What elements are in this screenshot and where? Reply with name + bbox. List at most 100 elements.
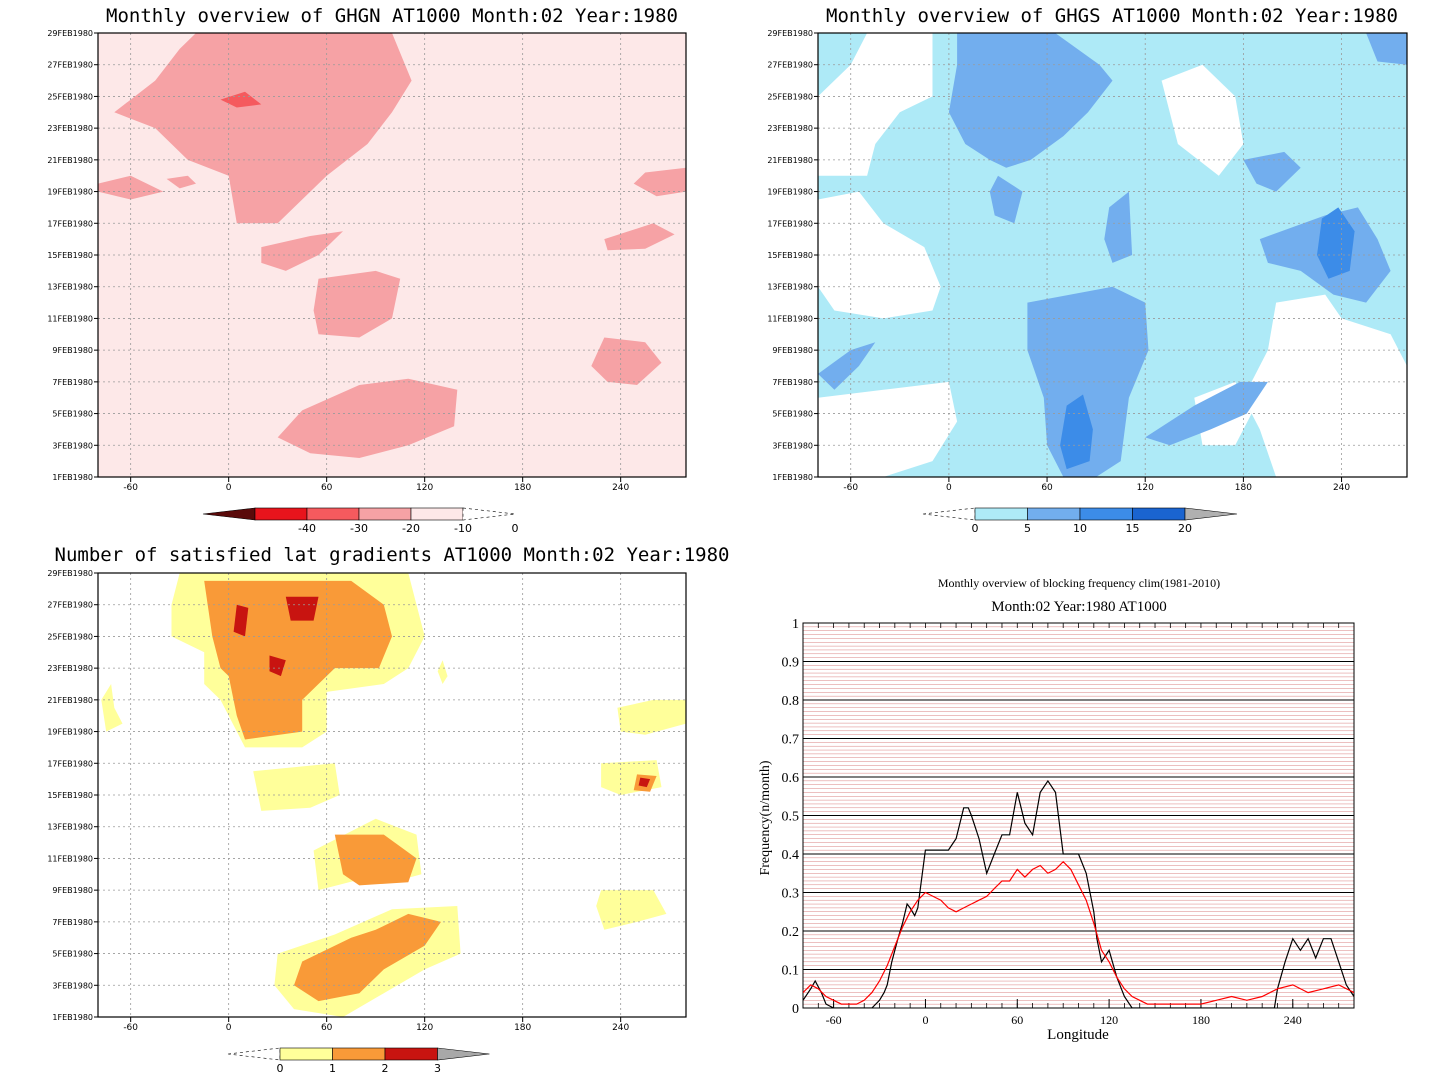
- blocking-ytick-label-9: 0.9: [782, 656, 800, 671]
- lat-gradients-region-14: [285, 596, 319, 621]
- lat-gradients-chart-title: Number of satisfied lat gradients AT1000…: [55, 544, 730, 566]
- ghgn-ytick-label-13: 27FEB1980: [47, 61, 93, 70]
- lat-gradients-colorbar-low-cap: [227, 1047, 281, 1061]
- lat-gradients-ytick-label-10: 21FEB1980: [47, 696, 93, 705]
- blocking-xtick-label-2: 60: [1011, 1013, 1023, 1027]
- ghgn-ytick-label-3: 7FEB1980: [52, 378, 93, 387]
- lat-gradients-colorbar-seg-2: [384, 1047, 438, 1061]
- lat-gradients-region-10: [334, 834, 417, 886]
- blocking-xtick-label-5: 240: [1284, 1013, 1302, 1027]
- ghgs-colorbar-label-4: 20: [1178, 522, 1192, 535]
- lat-gradients-xtick-label-3: 120: [416, 1023, 433, 1033]
- lat-gradients-colorbar-seg-1: [332, 1047, 386, 1061]
- blocking-xtick-label-0: -60: [826, 1013, 842, 1027]
- lat-gradients-region-4: [101, 684, 123, 732]
- lat-gradients-colorbar-high-cap: [437, 1047, 490, 1061]
- ghgn-ytick-label-9: 19FEB1980: [47, 188, 93, 197]
- lat-gradients-region-16: [638, 777, 651, 788]
- ghgs-xtick-label-1: 0: [946, 483, 952, 493]
- ghgn-xtick-label-1: 0: [226, 483, 232, 493]
- ghgn-region-7: [591, 337, 662, 385]
- ghgs-ytick-label-10: 21FEB1980: [767, 156, 813, 165]
- ghgs-xtick-label-3: 120: [1137, 483, 1154, 493]
- lat-gradients-contour-regions: [101, 573, 686, 1017]
- ghgn-ytick-label-2: 5FEB1980: [52, 410, 93, 419]
- lat-gradients-region-1: [253, 763, 340, 811]
- lat-gradients-region-5: [617, 699, 686, 735]
- blocking-series-line-0: [803, 779, 1354, 1008]
- ghgs-ytick-label-1: 3FEB1980: [772, 441, 813, 450]
- lat-gradients-ytick-label-5: 11FEB1980: [47, 854, 93, 863]
- blocking-chart-subtitle: Month:02 Year:1980 AT1000: [991, 599, 1166, 615]
- lat-gradients-ytick-label-6: 13FEB1980: [47, 823, 93, 832]
- lat-gradients-colorbar-label-0: 0: [277, 1062, 284, 1075]
- lat-gradients-ytick-label-2: 5FEB1980: [52, 950, 93, 959]
- blocking-ytick-label-7: 0.7: [782, 733, 800, 748]
- ghgn-ytick-label-1: 3FEB1980: [52, 441, 93, 450]
- blocking-series-line-1: [803, 860, 1354, 1005]
- ghgn-ytick-label-4: 9FEB1980: [52, 346, 93, 355]
- blocking-y-axis-label: Frequency(n/month): [758, 760, 773, 875]
- lat-gradients-ytick-label-8: 17FEB1980: [47, 759, 93, 768]
- ghgn-colorbar-label-2: -20: [402, 522, 420, 535]
- ghgs-contour-regions: [818, 33, 1407, 477]
- lat-gradients-colorbar-seg-0: [279, 1047, 333, 1061]
- blocking-xtick-label-4: 180: [1192, 1013, 1210, 1027]
- lat-gradients-region-11: [294, 913, 441, 1002]
- ghgs-chart-title: Monthly overview of GHGS AT1000 Month:02…: [826, 5, 1398, 27]
- ghgs-ytick-label-4: 9FEB1980: [772, 346, 813, 355]
- lat-gradients-ytick-label-1: 3FEB1980: [52, 981, 93, 990]
- lat-gradients-colorbar-label-3: 3: [434, 1062, 441, 1075]
- ghgs-ytick-label-3: 7FEB1980: [772, 378, 813, 387]
- ghgn-xtick-label-4: 180: [514, 483, 531, 493]
- blocking-ytick-label-1: 0.1: [782, 964, 800, 979]
- ghgs-region-14: [1366, 33, 1407, 65]
- blocking-ytick-label-5: 0.5: [782, 810, 800, 825]
- ghgn-xtick-label-0: -60: [123, 483, 138, 493]
- ghgs-ytick-label-13: 27FEB1980: [767, 61, 813, 70]
- ghgn-colorbar-low-cap: [202, 507, 256, 521]
- ghgs-ytick-label-12: 25FEB1980: [767, 92, 813, 101]
- ghgs-xtick-label-4: 180: [1235, 483, 1252, 493]
- ghgn-ytick-label-11: 23FEB1980: [47, 124, 93, 133]
- ghgn-xtick-label-3: 120: [416, 483, 433, 493]
- blocking-ytick-label-2: 0.2: [782, 925, 800, 940]
- lat-gradients-ytick-label-3: 7FEB1980: [52, 918, 93, 927]
- ghgs-colorbar: 0 5 10 15 20: [922, 507, 1238, 535]
- ghgs-ytick-label-14: 29FEB1980: [767, 29, 813, 38]
- ghgs-region-16: [1317, 207, 1355, 279]
- lat-gradients-colorbar: 0 1 2 3: [227, 1047, 490, 1075]
- ghgs-region-7: [948, 33, 1113, 168]
- ghgs-region-3: [818, 381, 958, 477]
- lat-gradients-region-15: [269, 655, 286, 677]
- ghgs-colorbar-low-cap: [922, 507, 976, 521]
- ghgs-region-5: [1243, 294, 1407, 477]
- ghgs-region-8: [989, 175, 1023, 224]
- ghgn-colorbar-label-3: -10: [454, 522, 472, 535]
- ghgn-region-9: [633, 167, 686, 197]
- lat-gradients-ytick-label-9: 19FEB1980: [47, 728, 93, 737]
- ghgn-ytick-label-10: 21FEB1980: [47, 156, 93, 165]
- lat-gradients-region-7: [596, 890, 667, 930]
- lat-gradients-colorbar-label-1: 1: [329, 1062, 336, 1075]
- ghgn-colorbar: -40 -30 -20 -10 0: [202, 507, 519, 535]
- ghgs-region-17: [1060, 394, 1093, 470]
- ghgs-colorbar-seg-0: [974, 507, 1028, 521]
- ghgn-xtick-label-5: 240: [612, 483, 629, 493]
- lat-gradients-ytick-label-7: 15FEB1980: [47, 791, 93, 800]
- ghgn-ytick-label-0: 1FEB1980: [52, 473, 93, 482]
- lat-gradients-region-8: [437, 660, 448, 684]
- ghgn-xtick-label-2: 60: [321, 483, 333, 493]
- ghgn-region-4: [261, 231, 343, 271]
- lat-gradients-region-9: [204, 580, 392, 740]
- ghgs-ytick-label-8: 17FEB1980: [767, 219, 813, 228]
- ghgn-ytick-label-5: 11FEB1980: [47, 314, 93, 323]
- ghgs-ytick-label-0: 1FEB1980: [772, 473, 813, 482]
- ghgs-colorbar-label-2: 10: [1073, 522, 1087, 535]
- lat-gradients-ytick-label-11: 23FEB1980: [47, 664, 93, 673]
- ghgs-region-1: [818, 33, 933, 176]
- ghgs-heatmap-panel: Monthly overview of GHGS AT1000 Month:02…: [767, 5, 1408, 535]
- ghgn-gridlines: [98, 33, 686, 477]
- ghgs-ytick-label-11: 23FEB1980: [767, 124, 813, 133]
- ghgn-colorbar-high-cap: [462, 507, 516, 521]
